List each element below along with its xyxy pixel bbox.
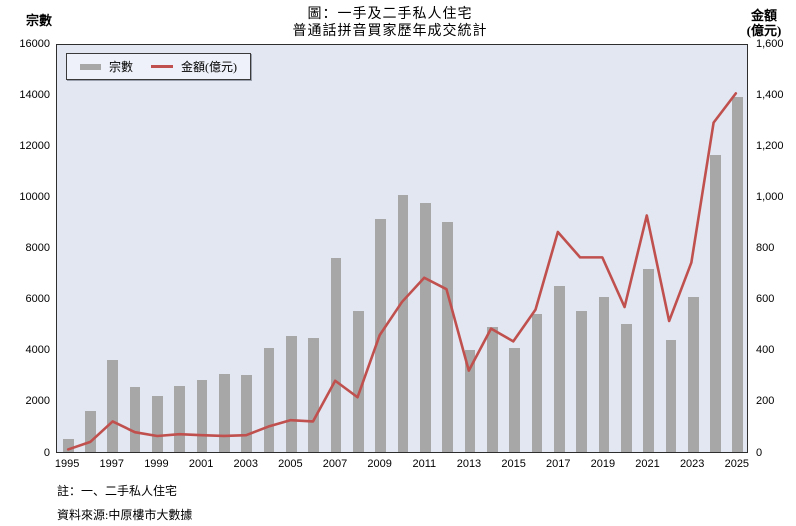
x-tick-2007: 2007 [322, 458, 348, 470]
bar-1995 [62, 439, 74, 452]
x-tick-2005: 2005 [278, 458, 303, 470]
bar-2011 [419, 202, 431, 452]
footnote: 註：一、二手私人住宅 [57, 484, 178, 498]
bar-2010 [397, 195, 409, 452]
chart-title: 圖：一手及二手私人住宅 普通話拼音買家歷年成交統計 [0, 6, 780, 40]
right-tick-1,600: 1,600 [756, 37, 784, 50]
right-tick-200: 200 [756, 395, 775, 408]
bar-2008 [352, 311, 364, 452]
bar-legend-swatch-icon [80, 63, 101, 70]
bar-1996 [85, 411, 96, 452]
right-tick-400: 400 [756, 344, 775, 357]
left-tick-4000: 4000 [25, 344, 50, 357]
bar-2025 [732, 96, 744, 452]
left-tick-0: 0 [43, 446, 50, 459]
x-tick-2003: 2003 [233, 458, 258, 470]
amount-line-series [66, 92, 738, 451]
left-tick-8000: 8000 [25, 242, 50, 254]
bar-2024 [710, 155, 721, 452]
bar-2016 [531, 313, 543, 452]
legend-label-amount: 金額(億元) [181, 60, 238, 74]
bar-2000 [174, 385, 186, 452]
left-tick-6000: 6000 [25, 293, 50, 306]
right-tick-1,200: 1,200 [756, 139, 784, 152]
x-tick-2001: 2001 [188, 458, 214, 470]
x-tick-1997: 1997 [99, 458, 125, 470]
right-axis-title: 金額 (億元) [738, 8, 790, 38]
right-axis-title-line1: 金額 [750, 8, 777, 23]
bar-2014 [486, 326, 498, 452]
line-legend-swatch-icon [151, 65, 174, 68]
bar-2021 [643, 269, 654, 452]
bar-2020 [620, 324, 632, 452]
chart-title-line1: 圖：一手及二手私人住宅 [307, 7, 473, 22]
x-tick-2019: 2019 [590, 458, 616, 470]
bar-1999 [152, 395, 163, 452]
bar-2002 [219, 374, 230, 452]
bar-2022 [665, 339, 677, 452]
bar-2005 [286, 335, 297, 452]
x-tick-2017: 2017 [546, 458, 571, 470]
bar-1997 [107, 359, 119, 452]
bar-2023 [687, 297, 699, 452]
x-tick-2023: 2023 [679, 458, 705, 470]
x-tick-2013: 2013 [456, 458, 482, 470]
right-tick-800: 800 [756, 242, 775, 254]
left-tick-2000: 2000 [25, 395, 50, 408]
left-tick-10000: 10000 [19, 190, 50, 203]
x-tick-1995: 1995 [54, 458, 80, 470]
x-tick-2021: 2021 [635, 458, 660, 470]
bar-2007 [330, 257, 342, 452]
right-tick-1,000: 1,000 [756, 190, 784, 203]
x-tick-1999: 1999 [144, 458, 169, 470]
right-axis-title-line2: (億元) [746, 23, 782, 38]
left-tick-12000: 12000 [19, 139, 50, 152]
bar-2015 [509, 348, 520, 452]
legend-label-cases: 宗數 [109, 60, 134, 74]
bar-2006 [308, 338, 320, 452]
left-tick-16000: 16000 [19, 37, 50, 50]
bar-2001 [196, 380, 208, 452]
bar-2003 [241, 375, 253, 452]
bar-2019 [598, 297, 610, 452]
left-axis-title: 宗數 [26, 13, 53, 28]
left-tick-14000: 14000 [19, 88, 50, 101]
right-tick-600: 600 [756, 293, 775, 306]
bar-2004 [263, 348, 275, 452]
plot-area: 宗數 金額(億元) [56, 44, 748, 453]
source-note: 資料來源:中原樓市大數據 [57, 508, 193, 522]
bar-1998 [129, 386, 141, 452]
x-tick-2025: 2025 [724, 458, 750, 470]
bar-2013 [464, 349, 476, 452]
right-tick-1,400: 1,400 [756, 88, 784, 101]
right-tick-0: 0 [756, 446, 763, 459]
chart-title-line2: 普通話拼音買家歷年成交統計 [292, 24, 488, 39]
amount-line [66, 92, 738, 451]
x-tick-2011: 2011 [412, 458, 437, 470]
x-tick-2015: 2015 [501, 458, 526, 470]
x-tick-2009: 2009 [367, 458, 392, 470]
bar-2018 [576, 311, 587, 452]
bar-2012 [442, 221, 453, 452]
bar-2017 [553, 285, 565, 452]
legend: 宗數 金額(億元) [66, 53, 252, 80]
